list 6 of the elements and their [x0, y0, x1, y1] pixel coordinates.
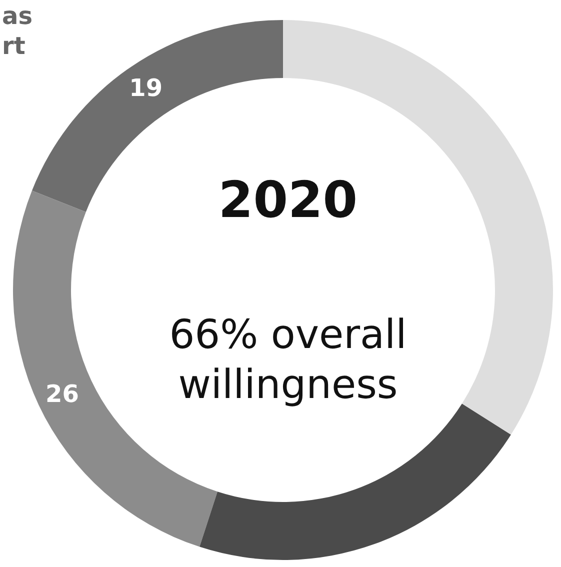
data-label: 19: [129, 74, 163, 102]
text: 2020: [218, 171, 358, 229]
text: 66% overall willingness: [169, 312, 407, 408]
text: rt: [2, 32, 26, 60]
data-label: 26: [46, 380, 79, 408]
text: as: [2, 2, 32, 30]
